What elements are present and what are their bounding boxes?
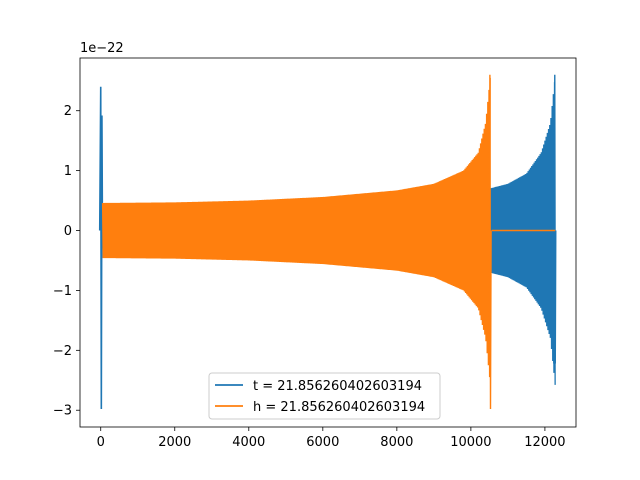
y-tick-label: −1 bbox=[53, 284, 72, 299]
y-axis: −3 −2 −1 0 1 2 bbox=[53, 104, 80, 419]
legend-frame bbox=[208, 372, 441, 420]
x-tick-label: 4000 bbox=[232, 435, 265, 450]
legend: t = 21.856260402603194 h = 21.8562604026… bbox=[208, 372, 441, 420]
x-axis: 0 2000 4000 6000 8000 10000 12000 bbox=[97, 427, 566, 450]
series-h-merger bbox=[488, 74, 492, 410]
x-tick-label: 10000 bbox=[450, 435, 491, 450]
series-t-merger bbox=[553, 74, 557, 364]
x-tick-label: 8000 bbox=[380, 435, 413, 450]
y-tick-label: 2 bbox=[64, 104, 72, 119]
y-tick-label: −2 bbox=[53, 344, 72, 359]
y-tick-label: 0 bbox=[64, 224, 72, 239]
series-t-initial-spike bbox=[98, 86, 104, 410]
x-tick-label: 2000 bbox=[158, 435, 191, 450]
series-h bbox=[101, 74, 556, 410]
axes-frame bbox=[79, 57, 577, 428]
x-tick-label: 12000 bbox=[524, 435, 565, 450]
x-tick-label: 0 bbox=[97, 435, 105, 450]
y-offset-label: 1e−22 bbox=[80, 41, 124, 56]
y-tick-label: 1 bbox=[64, 164, 72, 179]
series-h-waveform bbox=[101, 77, 491, 378]
y-tick-label: −3 bbox=[53, 404, 72, 419]
legend-label-h: h = 21.856260402603194 bbox=[253, 400, 425, 415]
legend-label-t: t = 21.856260402603194 bbox=[253, 379, 422, 394]
x-tick-label: 6000 bbox=[306, 435, 339, 450]
